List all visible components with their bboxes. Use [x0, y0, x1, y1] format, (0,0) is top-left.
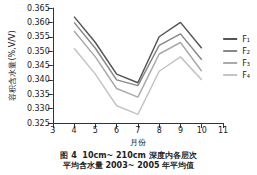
svg-text:0.355: 0.355 — [27, 32, 50, 41]
svg-text:6: 6 — [114, 126, 119, 135]
svg-text:9: 9 — [178, 126, 183, 135]
svg-text:7: 7 — [135, 126, 140, 135]
svg-text:0.360: 0.360 — [27, 18, 50, 27]
svg-text:5: 5 — [93, 126, 98, 135]
svg-text:0.340: 0.340 — [27, 75, 50, 84]
svg-text:月份: 月份 — [130, 138, 146, 147]
svg-text:图 4 10cm~ 210cm 深度内各层次: 图 4 10cm~ 210cm 深度内各层次 — [60, 150, 197, 160]
svg-text:4: 4 — [72, 126, 77, 135]
svg-text:0.335: 0.335 — [27, 90, 50, 99]
svg-text:0.345: 0.345 — [27, 61, 50, 70]
svg-text:0.365: 0.365 — [27, 4, 50, 13]
svg-text:F₃: F₃ — [242, 59, 250, 68]
svg-text:容积含水量(%,V/V): 容积含水量(%,V/V) — [8, 30, 17, 100]
svg-text:平均含水量 2003~ 2005 年平均值: 平均含水量 2003~ 2005 年平均值 — [62, 161, 195, 170]
svg-text:10: 10 — [197, 126, 207, 135]
svg-text:3: 3 — [50, 126, 55, 135]
svg-text:F₁: F₁ — [242, 35, 250, 44]
svg-text:0.330: 0.330 — [27, 104, 50, 113]
svg-text:8: 8 — [157, 126, 162, 135]
svg-text:0.325: 0.325 — [27, 119, 50, 128]
svg-text:11: 11 — [218, 126, 228, 135]
svg-text:F₄: F₄ — [242, 71, 250, 80]
svg-text:F₂: F₂ — [242, 47, 250, 56]
svg-text:0.350: 0.350 — [27, 47, 50, 56]
